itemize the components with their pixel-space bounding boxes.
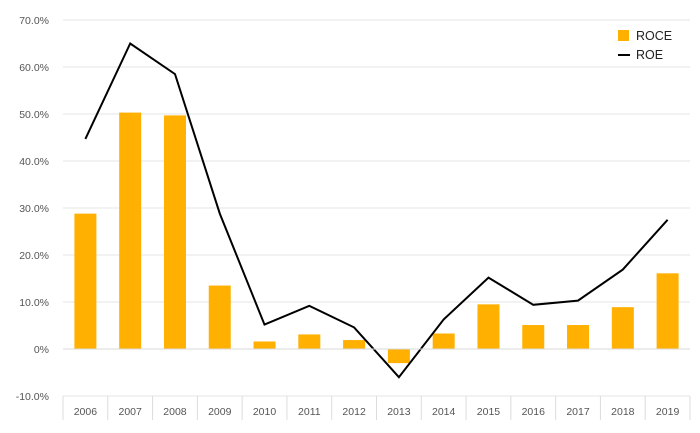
gridlines [63, 19, 690, 397]
x-tick-label: 2010 [253, 406, 277, 418]
x-tick-label: 2014 [432, 406, 456, 418]
roce-bar [567, 325, 590, 349]
x-tick-label: 2006 [74, 406, 98, 418]
y-tick-label: 70.0% [19, 15, 49, 27]
roce-bar [387, 349, 410, 364]
x-tick-label: 2009 [208, 406, 232, 418]
x-tick-label: 2011 [298, 406, 321, 418]
roe-line [84, 42, 669, 379]
y-tick-label: 30.0% [19, 203, 49, 215]
y-tick-label: -10.0% [16, 391, 49, 403]
roe-line-layer [84, 42, 669, 379]
roce-bar [343, 340, 366, 349]
x-tick-label: 2008 [163, 406, 187, 418]
roce-bar [656, 273, 679, 349]
legend-swatch-roce [618, 30, 629, 41]
y-tick-label: 40.0% [19, 156, 49, 168]
y-tick-label: 60.0% [19, 62, 49, 74]
roce-bar [432, 333, 455, 349]
x-tick-label: 2015 [477, 406, 501, 418]
roce-bar [477, 304, 500, 349]
x-tick-label: 2007 [118, 406, 142, 418]
legend-label-roe: ROE [636, 48, 663, 62]
x-tick-label: 2012 [342, 406, 366, 418]
axes: -10.0% 0% 10.0% 20.0% 30.0% 40.0% 50.0% 60.0% 70… [16, 15, 691, 420]
roce-bar [208, 285, 231, 349]
x-tick-label: 2016 [522, 406, 546, 418]
legend: ROCE ROE [618, 29, 672, 62]
roce-bars [74, 112, 679, 364]
x-tick-label: 2018 [611, 406, 635, 418]
roce-bar [253, 341, 276, 349]
y-tick-label: 20.0% [19, 250, 49, 262]
roce-bar [74, 213, 97, 349]
x-tick-label: 2013 [387, 406, 411, 418]
x-tick-label: 2017 [566, 406, 590, 418]
roce-bar [611, 307, 634, 349]
roce-bar [522, 325, 545, 349]
y-tick-label: 0% [34, 344, 49, 356]
y-tick-label: 50.0% [19, 109, 49, 121]
roce-bar [163, 115, 186, 349]
x-tick-label: 2019 [656, 406, 680, 418]
roce-bar [298, 334, 321, 349]
roce-bar [119, 112, 142, 349]
y-tick-label: 10.0% [19, 297, 49, 309]
legend-label-roce: ROCE [636, 29, 672, 43]
